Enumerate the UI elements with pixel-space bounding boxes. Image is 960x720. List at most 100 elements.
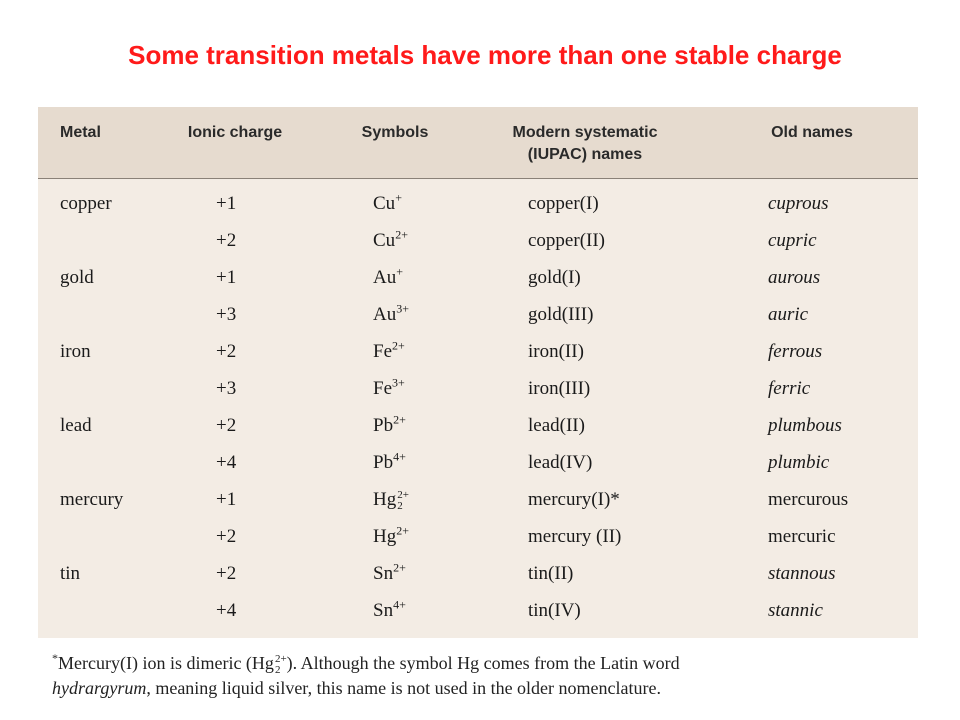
table-row: +3 Au3+ gold(III) auric xyxy=(38,296,918,333)
metal-cell: tin xyxy=(60,563,81,584)
page-title: Some transition metals have more than on… xyxy=(128,40,842,70)
ion-names-table: Metal Ionic charge Symbols Modern system… xyxy=(38,107,918,638)
symbol-cell: Hg2+ xyxy=(373,518,409,555)
footnote-star: * xyxy=(52,651,58,665)
metal-cell: lead xyxy=(60,415,92,436)
symbol-cell: Pb4+ xyxy=(373,444,406,481)
old-name-cell: mercuric xyxy=(768,526,836,547)
header-iupac-line1: Modern systematic xyxy=(512,124,658,141)
ionic-charge-cell: +1 xyxy=(216,193,237,214)
iupac-name-cell: lead(IV) xyxy=(528,452,593,473)
old-name-cell: cuprous xyxy=(768,193,829,214)
footnote-part2: ). Although the symbol Hg comes from the… xyxy=(286,653,680,673)
old-name-cell: aurous xyxy=(768,267,821,288)
iupac-name-cell: gold(III) xyxy=(528,304,594,325)
symbol-cell: Fe3+ xyxy=(373,370,405,407)
symbol-base: Cu xyxy=(373,230,396,251)
footnote-formula-sup: 2+ xyxy=(274,652,287,665)
old-name-cell: ferric xyxy=(768,378,811,399)
table-row: lead +2 Pb2+ lead(II) plumbous xyxy=(38,407,918,444)
symbol-superscript: 4+ xyxy=(393,449,406,464)
old-name-cell: mercurous xyxy=(768,489,849,510)
symbol-base: Hg xyxy=(373,489,397,510)
table-row: copper +1 Cu+ copper(I) cuprous xyxy=(38,185,918,222)
symbol-base: Pb xyxy=(373,452,394,473)
ionic-charge-cell: +3 xyxy=(216,378,237,399)
table-header: Metal Ionic charge Symbols Modern system… xyxy=(38,107,918,179)
footnote-part1: Mercury(I) ion is dimeric (Hg xyxy=(58,653,274,673)
symbol-superscript: 4+ xyxy=(393,597,406,612)
header-ionic-charge: Ionic charge xyxy=(187,124,283,141)
symbol-base: Hg xyxy=(373,526,397,547)
footnote: *Mercury(I) ion is dimeric (Hg 2+ 2). Alth… xyxy=(52,651,932,700)
symbol-base: Fe xyxy=(373,378,392,399)
footnote-part3: , meaning liquid silver, this name is no… xyxy=(146,677,661,698)
table-row: +3 Fe3+ iron(III) ferric xyxy=(38,370,918,407)
ionic-charge-cell: +1 xyxy=(216,489,237,510)
ionic-charge-cell: +3 xyxy=(216,304,237,325)
ionic-charge-cell: +2 xyxy=(216,415,237,436)
header-old-names: Old names xyxy=(771,124,853,141)
iupac-name-cell: iron(III) xyxy=(528,378,591,399)
symbol-superscript: 2+ xyxy=(392,338,405,353)
symbol-cell: Fe2+ xyxy=(373,333,405,370)
symbol-scripts: 2+ 2 xyxy=(397,488,409,512)
header-divider xyxy=(38,178,918,179)
ionic-charge-cell: +2 xyxy=(216,230,237,251)
ionic-charge-cell: +1 xyxy=(216,267,237,288)
symbol-superscript: 3+ xyxy=(392,375,405,390)
table-row: +2 Cu2+ copper(II) cupric xyxy=(38,222,918,259)
header-iupac: Modern systematic (IUPAC) names xyxy=(470,122,700,166)
table-row: +4 Sn4+ tin(IV) stannic xyxy=(38,592,918,629)
symbol-superscript: + xyxy=(395,190,402,205)
iupac-name-cell: copper(II) xyxy=(528,230,606,251)
iupac-name-cell: mercury(I)* xyxy=(528,489,620,510)
footnote-formula-scripts: 2+ 2 xyxy=(274,652,287,676)
symbol-superscript: 2+ xyxy=(393,560,406,575)
header-metal: Metal xyxy=(60,124,101,141)
ionic-charge-cell: +4 xyxy=(216,600,237,621)
table-row: iron +2 Fe2+ iron(II) ferrous xyxy=(38,333,918,370)
symbol-superscript: 2+ xyxy=(395,227,408,242)
metal-cell: gold xyxy=(60,267,94,288)
old-name-cell: auric xyxy=(768,304,809,325)
table-row: gold +1 Au+ gold(I) aurous xyxy=(38,259,918,296)
header-iupac-line2: (IUPAC) names xyxy=(527,146,643,163)
symbol-cell: Cu+ xyxy=(373,185,402,222)
iupac-name-cell: iron(II) xyxy=(528,341,584,362)
old-name-cell: stannous xyxy=(768,563,836,584)
symbol-base: Au xyxy=(373,267,397,288)
header-symbols: Symbols xyxy=(361,124,429,141)
symbol-base: Cu xyxy=(373,193,396,214)
footnote-formula-sub: 2 xyxy=(274,663,281,676)
iupac-name-cell: copper(I) xyxy=(528,193,599,214)
table-row: +4 Pb4+ lead(IV) plumbic xyxy=(38,444,918,481)
table-row: +2 Hg2+ mercury (II) mercuric xyxy=(38,518,918,555)
symbol-superscript: 2+ xyxy=(393,412,406,427)
iupac-name-cell: gold(I) xyxy=(528,267,581,288)
symbol-superscript: 3+ xyxy=(396,301,410,316)
symbol-cell: Sn2+ xyxy=(373,555,406,592)
table-row: mercury +1 Hg 2+ 2 mercury(I)* mercurous xyxy=(38,481,918,518)
footnote-latin-word: hydrargyrum xyxy=(52,677,147,698)
symbol-superscript: + xyxy=(396,264,404,279)
symbol-base: Au xyxy=(373,304,397,325)
symbol-cell: Cu2+ xyxy=(373,222,408,259)
symbol-subscript: 2 xyxy=(397,499,403,512)
metal-cell: iron xyxy=(60,341,91,362)
old-name-cell: stannic xyxy=(768,600,823,621)
table-row: tin +2 Sn2+ tin(II) stannous xyxy=(38,555,918,592)
iupac-name-cell: tin(IV) xyxy=(528,600,581,621)
iupac-name-cell: tin(II) xyxy=(528,563,574,584)
symbol-base: Fe xyxy=(373,341,392,362)
symbol-cell: Hg 2+ 2 xyxy=(373,481,409,518)
symbol-cell: Sn4+ xyxy=(373,592,406,629)
metal-cell: mercury xyxy=(60,489,124,510)
symbol-superscript: 2+ xyxy=(397,488,409,501)
old-name-cell: plumbic xyxy=(768,452,830,473)
ionic-charge-cell: +4 xyxy=(216,452,237,473)
symbol-base: Sn xyxy=(373,563,394,584)
symbol-base: Pb xyxy=(373,415,394,436)
old-name-cell: plumbous xyxy=(768,415,842,436)
ionic-charge-cell: +2 xyxy=(216,563,237,584)
